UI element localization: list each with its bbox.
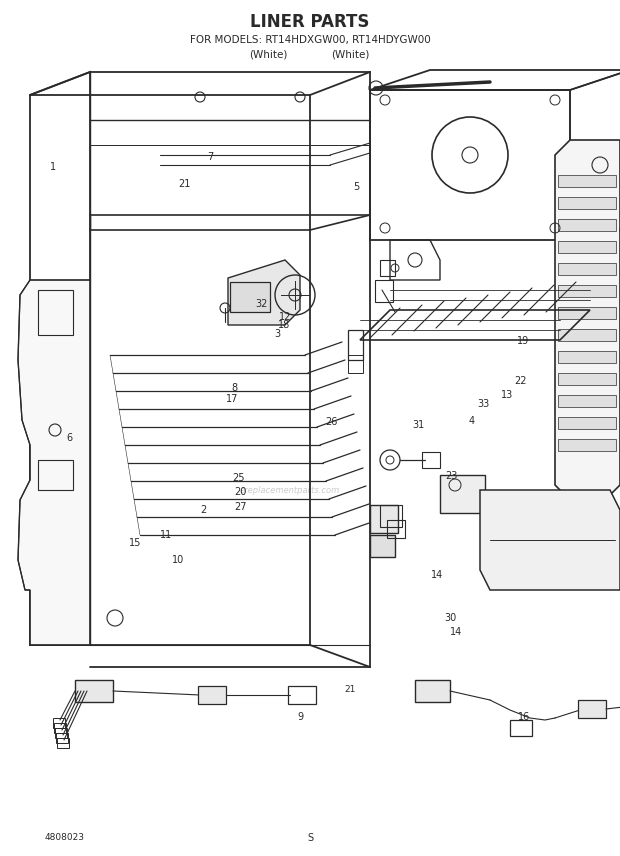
Text: 21: 21 — [344, 686, 356, 694]
Text: 19: 19 — [516, 336, 529, 346]
Text: 30: 30 — [445, 613, 457, 623]
Text: 8: 8 — [231, 383, 237, 393]
Text: 2: 2 — [200, 505, 206, 515]
Text: 4: 4 — [468, 416, 474, 426]
Bar — [558, 241, 616, 253]
Bar — [558, 417, 616, 429]
Bar — [38, 290, 73, 335]
Text: 17: 17 — [226, 394, 239, 404]
Bar — [54, 723, 66, 733]
Bar — [558, 395, 616, 407]
Bar — [387, 520, 405, 538]
Bar — [558, 219, 616, 231]
Text: (White): (White) — [249, 49, 287, 59]
Text: 12: 12 — [279, 312, 291, 322]
Bar — [288, 686, 316, 704]
Bar — [38, 460, 73, 490]
Text: (White): (White) — [331, 49, 369, 59]
Bar — [578, 700, 606, 718]
Text: 6: 6 — [66, 433, 73, 443]
Text: 3: 3 — [275, 329, 281, 339]
Polygon shape — [555, 140, 620, 500]
Text: 1: 1 — [50, 162, 56, 172]
Bar — [558, 329, 616, 341]
Bar — [558, 351, 616, 363]
Bar — [53, 718, 65, 728]
Text: 10: 10 — [172, 555, 185, 565]
Polygon shape — [18, 280, 90, 645]
Bar — [380, 260, 395, 276]
Text: 13: 13 — [501, 390, 513, 401]
Bar — [55, 728, 67, 738]
Text: 27: 27 — [234, 502, 247, 512]
Text: 21: 21 — [179, 179, 191, 189]
Bar — [380, 505, 402, 527]
Bar — [370, 535, 395, 557]
Text: 20: 20 — [234, 487, 247, 497]
Bar — [558, 307, 616, 319]
Bar — [510, 720, 532, 736]
Bar — [558, 175, 616, 187]
Text: 4808023: 4808023 — [45, 834, 85, 842]
Text: 26: 26 — [326, 417, 338, 427]
Bar — [558, 263, 616, 275]
Bar — [348, 355, 363, 373]
Text: 11: 11 — [160, 530, 172, 540]
Text: 25: 25 — [232, 473, 245, 483]
Text: 5: 5 — [353, 181, 360, 192]
Text: 23: 23 — [445, 471, 458, 481]
Bar — [415, 680, 450, 702]
Text: 15: 15 — [129, 538, 141, 548]
Bar — [230, 282, 270, 312]
Bar — [75, 680, 113, 702]
Bar — [56, 733, 68, 743]
Text: 9: 9 — [298, 712, 304, 722]
Text: 16: 16 — [518, 712, 530, 722]
Text: 18: 18 — [278, 320, 290, 330]
Polygon shape — [480, 490, 620, 590]
Text: 31: 31 — [412, 419, 425, 430]
Text: LINER PARTS: LINER PARTS — [250, 13, 370, 31]
Text: 7: 7 — [208, 152, 214, 162]
Text: S: S — [307, 833, 313, 843]
Text: 33: 33 — [477, 399, 490, 409]
Text: FOR MODELS: RT14HDXGW00, RT14HDYGW00: FOR MODELS: RT14HDXGW00, RT14HDYGW00 — [190, 35, 430, 45]
Text: 32: 32 — [255, 299, 268, 309]
Bar — [440, 475, 485, 513]
Bar — [198, 686, 226, 704]
Bar — [558, 439, 616, 451]
Bar — [422, 452, 440, 468]
Text: 14: 14 — [450, 627, 462, 637]
Polygon shape — [228, 260, 300, 325]
Text: 14: 14 — [431, 570, 443, 580]
Bar — [558, 197, 616, 209]
Bar — [348, 330, 363, 360]
Text: 22: 22 — [515, 376, 527, 386]
Bar — [558, 285, 616, 297]
Bar — [57, 738, 69, 748]
Bar — [375, 280, 393, 302]
Bar — [558, 373, 616, 385]
Text: ereplacementparts.com: ereplacementparts.com — [240, 485, 340, 495]
Bar — [370, 505, 398, 533]
